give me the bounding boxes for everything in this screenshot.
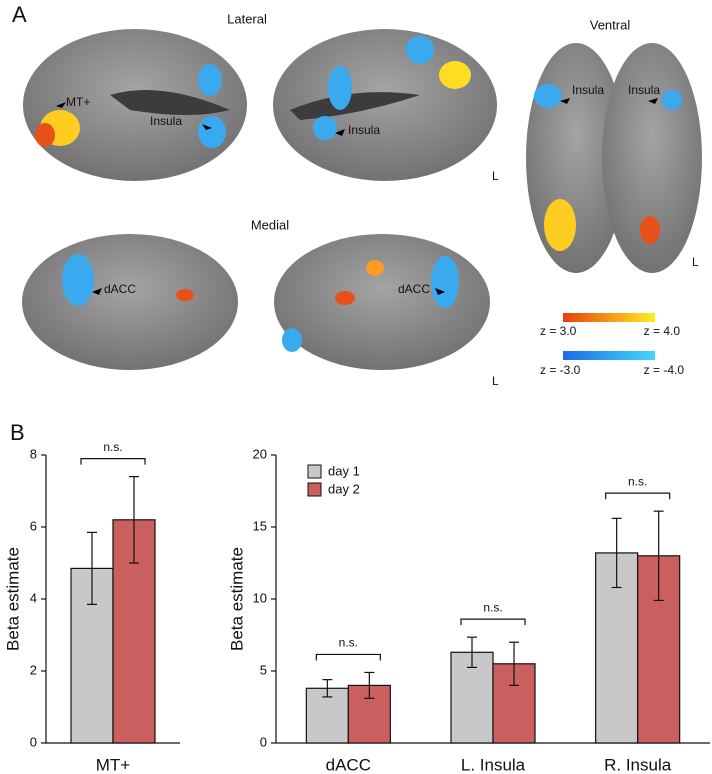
y-tick-label: 6 bbox=[30, 518, 37, 533]
arrowheads bbox=[56, 98, 658, 295]
sulcus bbox=[110, 90, 230, 115]
colorbar-positive bbox=[563, 313, 655, 322]
y-tick-label: 15 bbox=[253, 518, 267, 533]
activation-blobs bbox=[35, 36, 682, 352]
brain-panel: A Lateral Ventral Medial MT+ Insula Insu… bbox=[12, 2, 702, 388]
colorbar-label: z = -4.0 bbox=[644, 363, 685, 377]
significance-bracket bbox=[605, 492, 671, 500]
region-label: dACC bbox=[104, 282, 136, 296]
colorbar-label: z = -3.0 bbox=[540, 363, 581, 377]
y-axis-label: Beta estimate bbox=[227, 547, 246, 651]
colorbar-label: z = 3.0 bbox=[540, 324, 577, 338]
y-tick-label: 10 bbox=[253, 590, 267, 605]
annotation: n.s. bbox=[339, 636, 358, 650]
x-tick-label: dACC bbox=[326, 755, 371, 774]
annotation: n.s. bbox=[628, 474, 647, 488]
y-tick-label: 4 bbox=[30, 590, 37, 605]
legend-label: day 2 bbox=[328, 481, 360, 496]
hemisphere-label: L bbox=[492, 374, 499, 388]
y-tick-label: 8 bbox=[30, 446, 37, 461]
annotation: n.s. bbox=[103, 440, 122, 454]
y-tick-label: 2 bbox=[30, 662, 37, 677]
x-tick-label: R. Insula bbox=[604, 755, 672, 774]
y-tick-label: 20 bbox=[253, 446, 267, 461]
region-label: dACC bbox=[398, 282, 430, 296]
significance-bracket bbox=[80, 458, 146, 465]
view-label: Lateral bbox=[227, 11, 267, 26]
panel-label: A bbox=[12, 2, 27, 27]
x-tick-label: MT+ bbox=[96, 755, 131, 774]
region-label: Insula bbox=[150, 114, 182, 128]
hemisphere-label: L bbox=[692, 255, 699, 269]
region-label: Insula bbox=[572, 83, 604, 97]
region-label: MT+ bbox=[66, 95, 90, 109]
annotation: n.s. bbox=[483, 600, 502, 614]
brain-medial-left bbox=[22, 234, 238, 370]
y-tick-label: 5 bbox=[260, 662, 267, 677]
sulcus bbox=[290, 92, 420, 120]
y-axis-label: Beta estimate bbox=[3, 547, 22, 651]
legend-swatch bbox=[307, 464, 322, 479]
significance-bracket bbox=[315, 653, 381, 661]
legend-label: day 1 bbox=[328, 463, 360, 478]
colorbar-label: z = 4.0 bbox=[644, 324, 681, 338]
view-label: Ventral bbox=[590, 17, 631, 32]
colorbar-negative bbox=[563, 351, 655, 360]
x-tick-label: L. Insula bbox=[461, 755, 526, 774]
brain-medial-right bbox=[274, 234, 490, 370]
region-label: Insula bbox=[348, 123, 380, 137]
significance-bracket bbox=[460, 618, 526, 626]
panel-label: B bbox=[10, 420, 25, 445]
view-label: Medial bbox=[251, 217, 289, 232]
hemisphere-label: L bbox=[492, 169, 499, 183]
y-tick-label: 0 bbox=[260, 734, 267, 749]
y-tick-label: 0 bbox=[30, 734, 37, 749]
legend-swatch bbox=[307, 482, 322, 497]
region-label: Insula bbox=[628, 83, 660, 97]
